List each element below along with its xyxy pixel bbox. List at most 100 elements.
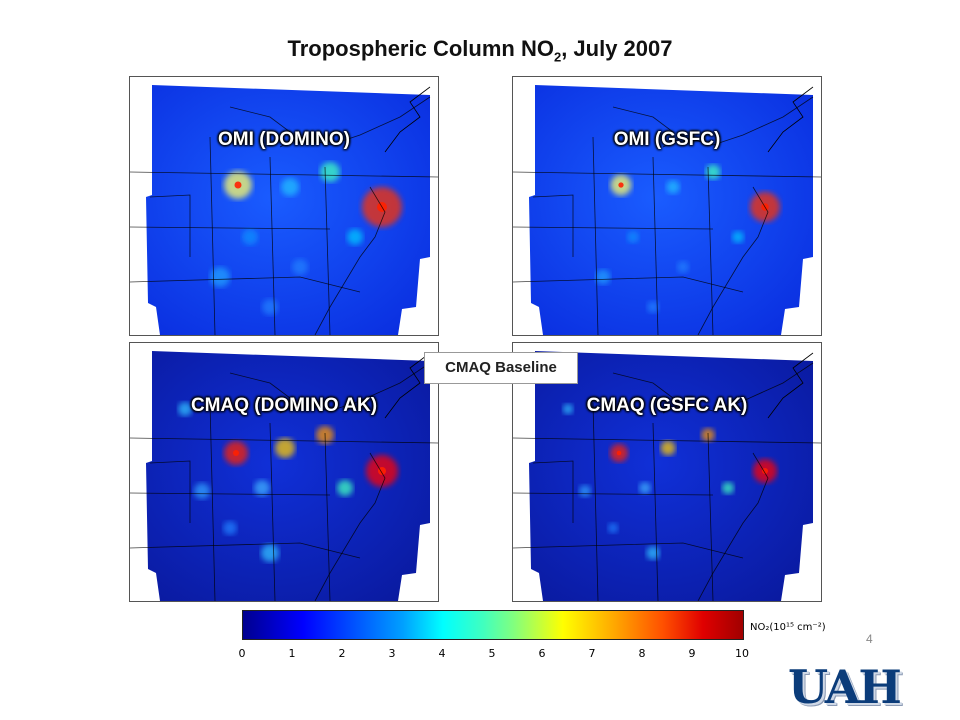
no2-hotspot [732,231,744,243]
satellite-swath [529,351,813,601]
no2-hotspot [627,231,639,243]
state-boundary [130,276,361,293]
no2-hotspot [292,259,308,275]
no2-hotspot [275,438,295,458]
state-boundary [314,452,386,601]
state-boundary [612,106,674,133]
colorbar-tick-label: 1 [288,647,296,660]
coastline [384,86,431,153]
state-boundary [697,452,769,601]
no2-hotspot [647,301,659,313]
map-panel-cmaq-gsfc-ak: CMAQ (GSFC AK) [512,342,822,602]
panel-label: OMI (DOMINO) [218,129,350,150]
colorbar-tick-label: 9 [688,647,696,660]
colorbar-tick-label: 7 [588,647,596,660]
state-boundary [149,194,191,257]
no2-hotspot [194,483,210,499]
no2-hotspot [677,261,689,273]
no2-map [130,85,438,335]
state-boundary [697,186,769,335]
panel-label: OMI (GSFC) [613,129,721,150]
state-boundary [229,106,291,133]
no2-hotspot [562,403,574,415]
state-boundary [130,437,438,444]
coastline [767,352,814,419]
no2-hotspot [595,269,611,285]
no2-hotspot [705,164,721,180]
state-boundary [513,171,821,178]
no2-hotspot [281,178,299,196]
no2-hotspot [254,480,270,496]
state-boundary [662,96,814,148]
state-boundary [209,136,216,335]
state-boundary [612,372,674,399]
cmaq-baseline-label: CMAQ Baseline [424,352,578,384]
no2-hotspot [722,482,734,494]
state-boundary [229,372,291,399]
state-boundary [513,542,744,559]
no2-hotspot [639,482,651,494]
no2-map [130,351,438,601]
colorbar-tick-label: 4 [438,647,446,660]
state-boundary [209,402,216,601]
no2-map [513,351,821,601]
no2-map [513,85,821,335]
state-boundary [513,492,714,496]
state-boundary [592,136,599,335]
state-boundary [652,156,659,335]
coastline [384,352,431,419]
uah-logo: UAH [788,660,902,714]
state-boundary [130,542,361,559]
state-boundary [279,362,431,414]
state-boundary [324,432,331,601]
no2-hotspot [666,180,680,194]
state-boundary [149,460,191,523]
no2-peak [762,468,768,474]
state-boundary [652,422,659,601]
state-boundary [532,194,574,257]
state-boundary [532,460,574,523]
state-boundary [513,226,714,230]
no2-hotspot [607,522,619,534]
no2-hotspot [261,544,279,562]
colorbar-tick-label: 0 [238,647,246,660]
state-boundary [130,492,331,496]
no2-hotspot [347,229,363,245]
colorbar-tick-label: 8 [638,647,646,660]
panel-label: CMAQ (DOMINO AK) [190,395,378,416]
colorbar-title: NO₂(10¹⁵ cm⁻²) [750,622,826,633]
page-title: Tropospheric Column NO2, July 2007 [287,36,673,65]
state-boundary [707,166,714,335]
state-boundary [130,226,331,230]
map-panel-omi-gsfc: OMI (GSFC) [512,76,822,336]
page-number: 4 [866,632,873,646]
no2-hotspot [242,229,258,245]
no2-peak [616,450,622,456]
colorbar-tick-label: 2 [338,647,346,660]
state-boundary [269,422,276,601]
map-panel-cmaq-domino-ak: CMAQ (DOMINO AK) [129,342,439,602]
state-boundary [130,171,438,178]
no2-hotspot [210,267,230,287]
state-boundary [513,437,821,444]
state-boundary [662,362,814,414]
state-boundary [592,402,599,601]
state-boundary [279,96,431,148]
no2-hotspot [178,402,192,416]
coastline [767,86,814,153]
colorbar-tick-label: 5 [488,647,496,660]
state-boundary [707,432,714,601]
colorbar-tick-label: 6 [538,647,546,660]
colorbar-tick-label: 10 [735,647,749,660]
no2-peak [233,450,239,456]
no2-hotspot [660,440,676,456]
state-boundary [314,186,386,335]
no2-hotspot [223,521,237,535]
state-boundary [324,166,331,335]
map-panel-omi-domino: OMI (DOMINO) [129,76,439,336]
no2-hotspot [337,480,353,496]
colorbar-tick-label: 3 [388,647,396,660]
colorbar [242,610,744,640]
state-boundary [269,156,276,335]
state-boundary [513,276,744,293]
